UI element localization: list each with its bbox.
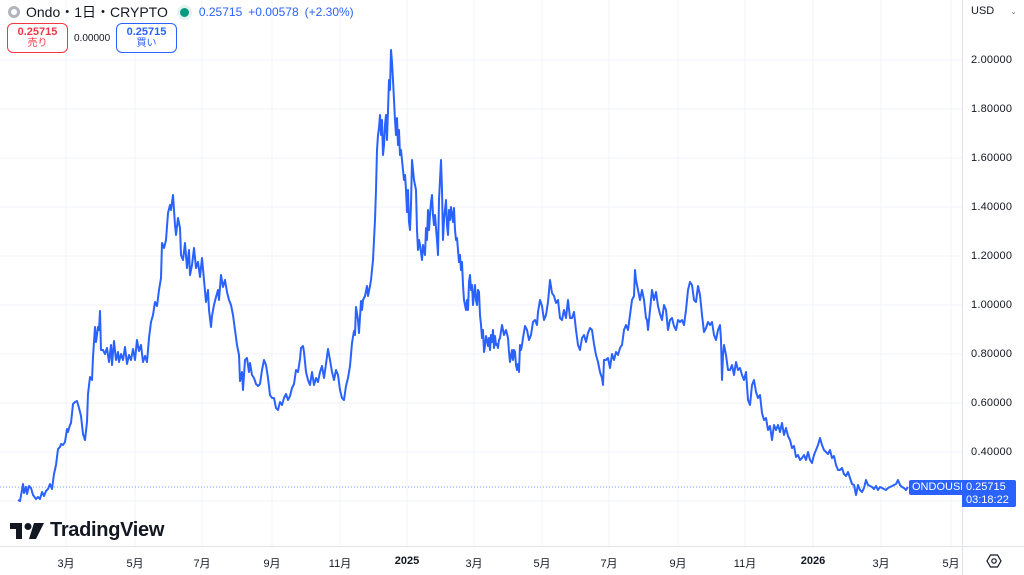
y-tick: 1.80000	[971, 103, 1013, 115]
x-tick: 9月	[263, 558, 281, 570]
chart-settings-button[interactable]	[962, 546, 1024, 575]
x-tick-year: 2026	[800, 555, 826, 567]
x-tick: 5月	[942, 558, 960, 570]
bar-countdown: 03:18:22	[966, 494, 1009, 506]
x-tick: 5月	[126, 558, 144, 570]
currency-select[interactable]: USD ⌄	[967, 2, 1021, 20]
chevron-down-icon: ⌄	[1010, 6, 1017, 16]
y-tick: 1.00000	[971, 299, 1013, 311]
last-price: 0.25715	[198, 5, 243, 19]
settings-icon	[985, 554, 1002, 568]
trade-panel: 0.25715 売り 0.00000 0.25715 買い	[7, 23, 177, 53]
x-tick: 3月	[57, 558, 75, 570]
chart-legend: Ondo・1日・CRYPTO 0.25715 +0.00578 (+2.30%)	[8, 2, 354, 22]
buy-button[interactable]: 0.25715 買い	[116, 23, 177, 53]
tradingview-logo-icon	[10, 522, 44, 539]
chart-pane[interactable]: Ondo・1日・CRYPTO 0.25715 +0.00578 (+2.30%)…	[0, 0, 972, 546]
y-tick: 2.00000	[971, 54, 1013, 66]
sell-label: 売り	[27, 38, 48, 49]
x-tick: 11月	[733, 558, 757, 570]
x-tick: 7月	[600, 558, 618, 570]
x-tick: 3月	[465, 558, 483, 570]
current-price-tag: 0.25715 03:18:22	[962, 480, 1016, 507]
price-change: +0.00578	[248, 5, 299, 19]
symbol-tag: ONDOUSD	[909, 480, 972, 495]
x-tick: 5月	[533, 558, 551, 570]
time-axis[interactable]: 3月 5月 7月 9月 11月 2025 3月 5月 7月 9月 11月 202…	[0, 546, 962, 575]
x-tick: 3月	[872, 558, 890, 570]
x-tick: 9月	[669, 558, 687, 570]
buy-label: 買い	[136, 38, 157, 49]
price-change-pct: (+2.30%)	[304, 5, 354, 19]
symbol-title[interactable]: Ondo・1日・CRYPTO	[26, 4, 168, 20]
market-status-icon	[179, 7, 189, 17]
x-tick-year: 2025	[394, 555, 420, 567]
price-line	[17, 49, 909, 502]
y-tick: 1.40000	[971, 201, 1013, 213]
price-axis[interactable]: USD ⌄ 2.00000 1.80000 1.60000 1.40000 1.…	[962, 0, 1024, 546]
current-price: 0.25715	[966, 481, 1006, 493]
sell-button[interactable]: 0.25715 売り	[7, 23, 68, 53]
y-tick: 0.40000	[971, 446, 1013, 458]
spread-value: 0.00000	[74, 32, 111, 44]
logo-text: TradingView	[50, 519, 165, 541]
x-tick: 7月	[193, 558, 211, 570]
grid	[0, 0, 962, 546]
x-tick: 11月	[328, 558, 352, 570]
y-tick: 1.20000	[971, 250, 1013, 262]
buy-price: 0.25715	[126, 26, 167, 38]
price-chart[interactable]	[0, 0, 962, 546]
sell-price: 0.25715	[17, 26, 58, 38]
y-tick: 1.60000	[971, 152, 1013, 164]
tradingview-logo[interactable]: TradingView	[10, 519, 164, 542]
y-tick: 0.60000	[971, 397, 1013, 409]
y-tick: 0.80000	[971, 348, 1013, 360]
coin-icon	[8, 6, 20, 18]
currency-label: USD	[971, 5, 995, 17]
